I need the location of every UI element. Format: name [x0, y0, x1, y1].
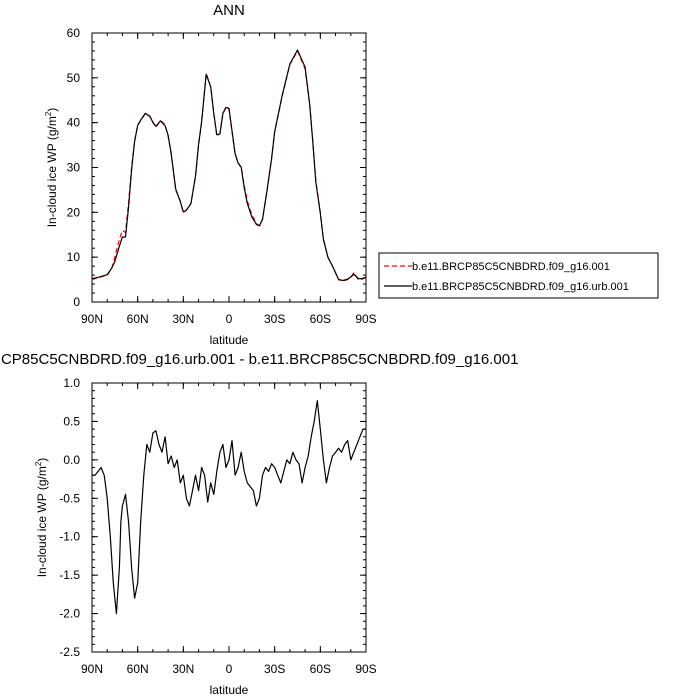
y-tick-label: -2.5 [59, 645, 80, 659]
plot-frame [91, 382, 367, 653]
y-tick-label: 20 [67, 205, 81, 219]
y-tick-label: -1.5 [59, 568, 80, 582]
y-tick-label: 1.0 [63, 376, 80, 390]
y-axis-label: In-cloud ice WP (g/m2) [34, 458, 49, 578]
x-tick-label: 60S [310, 662, 331, 676]
x-tick-label: 90N [81, 312, 103, 326]
chart-title: ANN [213, 2, 245, 19]
x-tick-label: 0 [226, 662, 233, 676]
y-tick-label: 10 [67, 250, 81, 264]
y-tick-label: 30 [67, 161, 81, 175]
series-line-1 [91, 49, 367, 282]
y-axis-label-text: In-cloud ice WP (g/m [45, 116, 59, 227]
x-tick-label: 60N [127, 312, 149, 326]
chart-title: b.e11.BRCP85C5CNBDRD.f09_g16.urb.001 - b… [0, 351, 518, 368]
bottom-panel-difference: b.e11.BRCP85C5CNBDRD.f09_g16.urb.001 - b… [0, 351, 518, 697]
y-tick-label: 60 [67, 26, 81, 40]
y-tick-label: 50 [67, 71, 81, 85]
y-tick-label: 0 [73, 295, 80, 309]
x-tick-label: 30S [264, 662, 285, 676]
x-tick-label: 60N [127, 662, 149, 676]
y-tick-label: -0.5 [59, 491, 80, 505]
y-axis-label-close: ) [35, 458, 49, 462]
y-tick-label: -2.0 [59, 607, 80, 621]
x-tick-label: 30N [172, 662, 194, 676]
x-tick-label: 90S [355, 312, 376, 326]
y-tick-label: 0.0 [63, 453, 80, 467]
legend-entry-0: b.e11.BRCP85C5CNBDRD.f09_g16.001 [412, 261, 610, 273]
x-tick-label: 60S [310, 312, 331, 326]
x-axis-label: latitude [210, 333, 249, 347]
x-tick-label: 0 [226, 312, 233, 326]
y-axis-label: In-cloud ice WP (g/m2) [44, 108, 59, 228]
series-line-0 [92, 400, 366, 615]
plot-frame [91, 32, 367, 303]
y-tick-label: 40 [67, 116, 81, 130]
x-tick-label: 30N [172, 312, 194, 326]
x-tick-label: 90N [81, 662, 103, 676]
top-panel-ann: ANN 90N 60N 30N 0 30S 60S 90S 0 10 20 30 40 50 60 latit… [44, 2, 377, 347]
x-axis-label: latitude [210, 683, 249, 697]
y-tick-label: 0.5 [63, 414, 80, 428]
x-tick-label: 30S [264, 312, 285, 326]
legend-entry-1: b.e11.BRCP85C5CNBDRD.f09_g16.urb.001 [412, 281, 629, 293]
legend-box [378, 252, 659, 299]
x-tick-label: 90S [355, 662, 376, 676]
y-axis-label-sup: 2 [34, 461, 43, 466]
y-axis-label-close: ) [45, 108, 59, 112]
y-tick-label: -1.0 [59, 530, 80, 544]
y-axis-label-text: In-cloud ice WP (g/m [35, 466, 49, 577]
legend: b.e11.BRCP85C5CNBDRD.f09_g16.001 b.e11.BR… [378, 252, 659, 299]
y-axis-label-sup: 2 [44, 111, 53, 116]
